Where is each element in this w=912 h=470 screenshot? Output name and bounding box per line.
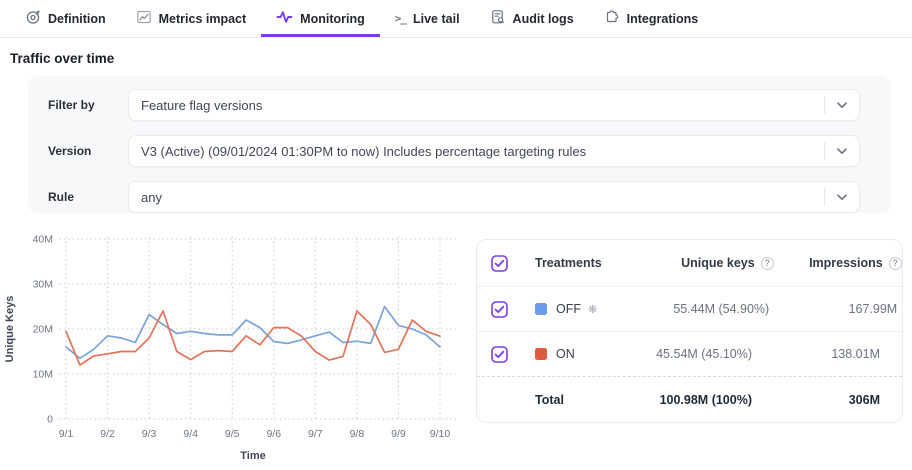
on-checkbox[interactable] xyxy=(491,345,535,363)
table-header-row: Treatments Unique keys ? Impressions ? xyxy=(477,240,902,287)
rule-value: any xyxy=(141,189,162,205)
svg-text:10M: 10M xyxy=(33,369,53,381)
on-color-swatch xyxy=(535,348,547,360)
filter-panel: Filter by Feature flag versions Version … xyxy=(28,76,891,213)
tab-audit-logs[interactable]: Audit logs xyxy=(475,0,589,37)
tab-metrics-impact[interactable]: Metrics impact xyxy=(121,0,262,37)
svg-text:9/9: 9/9 xyxy=(391,428,406,440)
page-title: Traffic over time xyxy=(10,51,115,66)
svg-text:9/7: 9/7 xyxy=(308,428,323,440)
tab-label: Live tail xyxy=(413,11,460,26)
help-icon[interactable]: ? xyxy=(888,256,902,270)
tab-live-tail[interactable]: >_ Live tail xyxy=(380,0,475,37)
svg-text:9/2: 9/2 xyxy=(100,428,115,440)
svg-text:9/4: 9/4 xyxy=(183,428,198,440)
tab-label: Metrics impact xyxy=(158,11,247,26)
on-impressions: 138.01M xyxy=(831,347,880,361)
table-row-off: OFF ❋ 55.44M (54.90%) 167.99M xyxy=(477,287,902,332)
tab-label: Definition xyxy=(48,11,106,26)
traffic-chart: 0 10M 20M 30M 40M 9/1 9/2 9/3 9/4 9/5 9/6 9/7 9/8 9/9… xyxy=(0,227,476,470)
filter-row-rule: Rule any xyxy=(28,181,891,213)
document-search-icon xyxy=(490,9,506,28)
terminal-icon: >_ xyxy=(394,12,407,25)
version-value: V3 (Active) (09/01/2024 01:30PM to now) … xyxy=(141,143,587,159)
impressions-header: Impressions ? xyxy=(774,256,902,270)
line-chart-icon xyxy=(136,9,152,28)
treatment-name-off: OFF ❋ xyxy=(535,302,597,316)
rule-dropdown[interactable]: any xyxy=(128,181,860,213)
off-checkbox[interactable] xyxy=(491,300,535,318)
svg-text:0: 0 xyxy=(47,414,53,426)
tab-label: Audit logs xyxy=(512,11,574,26)
treatments-table: Treatments Unique keys ? Impressions ? O… xyxy=(476,239,903,423)
filter-row-filter-by: Filter by Feature flag versions xyxy=(28,89,891,121)
version-label: Version xyxy=(48,144,92,158)
tab-monitoring[interactable]: Monitoring xyxy=(261,0,380,37)
filter-by-label: Filter by xyxy=(48,98,95,112)
rule-label: Rule xyxy=(48,190,75,204)
total-label: Total xyxy=(535,392,564,407)
filter-by-dropdown[interactable]: Feature flag versions xyxy=(128,89,860,121)
svg-text:30M: 30M xyxy=(33,279,53,291)
dropdown-divider xyxy=(824,142,825,160)
total-impressions: 306M xyxy=(848,392,880,407)
dropdown-divider xyxy=(824,188,825,206)
puzzle-icon xyxy=(604,9,620,28)
svg-text:40M: 40M xyxy=(33,234,53,246)
traffic-content: 0 10M 20M 30M 40M 9/1 9/2 9/3 9/4 9/5 9/6 9/7 9/8 9/9… xyxy=(0,227,912,470)
table-row-total: Total 100.98M (100%) 306M xyxy=(477,377,902,422)
svg-text:9/10: 9/10 xyxy=(430,428,451,440)
default-treatment-icon: ❋ xyxy=(588,303,598,316)
chevron-down-icon[interactable] xyxy=(825,147,859,155)
tab-label: Integrations xyxy=(626,11,699,26)
total-unique-keys: 100.98M (100%) xyxy=(659,392,752,407)
table-row-on: ON 45.54M (45.10%) 138.01M xyxy=(477,332,902,377)
tab-bar: Definition Metrics impact Monitoring >_ … xyxy=(0,0,912,38)
version-dropdown[interactable]: V3 (Active) (09/01/2024 01:30PM to now) … xyxy=(128,135,860,167)
treatments-header: Treatments xyxy=(535,256,602,270)
dropdown-divider xyxy=(824,96,825,114)
tab-integrations[interactable]: Integrations xyxy=(589,0,714,37)
chevron-down-icon[interactable] xyxy=(825,101,859,109)
tab-label: Monitoring xyxy=(300,11,365,26)
chevron-down-icon[interactable] xyxy=(825,193,859,201)
svg-text:9/1: 9/1 xyxy=(59,428,74,440)
svg-text:9/8: 9/8 xyxy=(350,428,365,440)
line-chart: 0 10M 20M 30M 40M 9/1 9/2 9/3 9/4 9/5 9/6 9/7 9/8 9/9… xyxy=(4,234,456,462)
tab-definition[interactable]: Definition xyxy=(10,0,121,37)
off-impressions: 167.99M xyxy=(848,302,898,316)
svg-text:Time: Time xyxy=(240,450,265,462)
svg-text:9/5: 9/5 xyxy=(225,428,240,440)
off-unique-keys: 55.44M (54.90%) xyxy=(673,302,770,316)
filter-by-value: Feature flag versions xyxy=(141,97,263,113)
off-color-swatch xyxy=(535,303,547,315)
target-icon xyxy=(25,9,41,28)
on-unique-keys: 45.54M (45.10%) xyxy=(656,347,752,361)
svg-text:9/3: 9/3 xyxy=(142,428,157,440)
svg-text:20M: 20M xyxy=(33,324,53,336)
select-all-checkbox[interactable] xyxy=(491,254,535,272)
svg-text:9/6: 9/6 xyxy=(266,428,281,440)
help-icon[interactable]: ? xyxy=(760,256,774,270)
svg-text:Unique Keys: Unique Keys xyxy=(4,296,16,363)
filter-row-version: Version V3 (Active) (09/01/2024 01:30PM … xyxy=(28,135,891,167)
pulse-icon xyxy=(276,9,293,28)
treatment-name-on: ON xyxy=(535,347,580,361)
unique-keys-header: Unique keys ? xyxy=(602,256,774,270)
